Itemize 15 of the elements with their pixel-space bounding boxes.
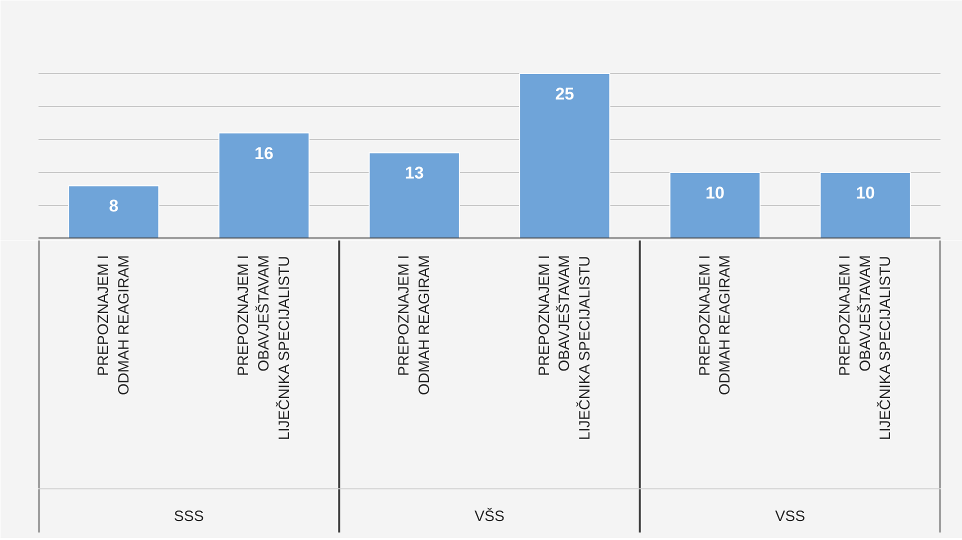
- x-tick-label: PREPOZNAJEM I OBAVJEŠTAVAM LIJEČNIKA SPECIJALISTU: [536, 255, 594, 440]
- x-tick-label: PREPOZNAJEM I ODMAH REAGIRAM: [94, 255, 132, 396]
- x-tick-label: PREPOZNAJEM I ODMAH REAGIRAM: [696, 255, 734, 396]
- data-label: 10: [856, 184, 875, 202]
- x-tick-label: PREPOZNAJEM I OBAVJEŠTAVAM LIJEČNIKA SPECIJALISTU: [235, 255, 293, 440]
- text: SSS: [174, 508, 204, 525]
- data-label: 8: [108, 196, 118, 216]
- text: VŠS: [474, 506, 505, 525]
- x-tick-label: PREPOZNAJEM I OBAVJEŠTAVAM LIJEČNIKA SPECIJALISTU: [836, 255, 894, 440]
- data-label: 16: [254, 144, 274, 163]
- data-label: 25: [555, 84, 574, 104]
- data-label: 13: [404, 164, 424, 183]
- x-tick-label: PREPOZNAJEM I ODMAH REAGIRAM: [396, 255, 434, 396]
- data-label: 10: [706, 184, 724, 202]
- text: VSS: [775, 508, 806, 525]
